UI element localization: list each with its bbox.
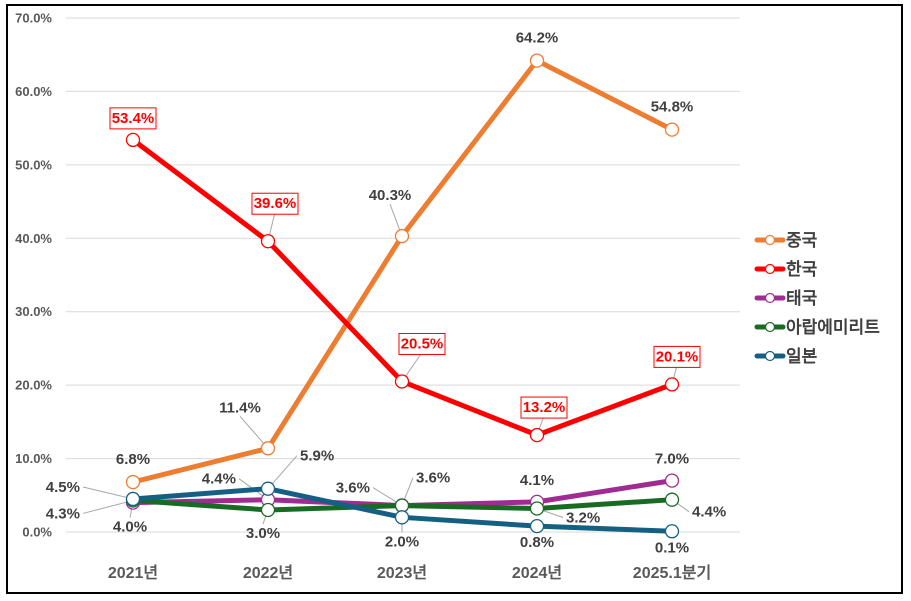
legend-item: 태국 <box>754 289 818 308</box>
data-label: 64.2% <box>516 30 559 47</box>
data-point-marker <box>260 502 276 518</box>
data-label: 4.4% <box>202 471 236 488</box>
data-label: 53.4% <box>112 110 155 127</box>
data-label: 20.1% <box>656 348 699 365</box>
data-label: 5.9% <box>300 448 334 465</box>
legend-label: 태국 <box>786 289 818 308</box>
data-label: 7.0% <box>655 451 689 468</box>
series-line-한국 <box>130 137 675 438</box>
legend-marker-icon <box>764 321 776 333</box>
x-axis-ticks: 2021년 2022년 2023년 2024년 2025.1분기 <box>108 563 711 582</box>
legend-item: 한국 <box>754 260 818 279</box>
label-leader-line <box>82 486 134 500</box>
data-label: 13.2% <box>523 399 566 416</box>
data-labels: 6.8% 11.4% 40.3% 64.2% 54.8% 53.4% 39.6% 20.5% 1… <box>46 30 726 557</box>
legend-marker-icon <box>764 292 776 304</box>
data-label: 3.0% <box>246 525 280 542</box>
data-point-marker <box>260 441 276 456</box>
legend-marker-icon <box>764 263 776 275</box>
data-label-box <box>398 332 446 355</box>
data-label: 4.4% <box>692 504 726 521</box>
data-point-marker <box>260 481 276 496</box>
data-label: 3.6% <box>336 480 370 497</box>
data-point-marker <box>529 53 545 68</box>
x-tick-label: 2023년 <box>377 563 427 582</box>
label-leader-line <box>82 499 134 514</box>
data-point-marker <box>125 132 141 148</box>
data-label: 39.6% <box>254 195 297 212</box>
data-point-marker <box>260 234 276 249</box>
legend-marker-icon <box>764 234 776 246</box>
series-markers <box>125 53 680 539</box>
y-tick-label: 30.0% <box>15 304 52 319</box>
legend-label: 한국 <box>786 260 818 279</box>
data-label: 0.8% <box>520 534 554 551</box>
data-label: 4.5% <box>46 479 80 496</box>
y-tick-label: 50.0% <box>15 157 52 172</box>
data-point-marker <box>529 501 545 516</box>
data-point-marker <box>664 524 680 539</box>
y-tick-label: 0.0% <box>22 525 52 540</box>
x-tick-label: 2024년 <box>512 563 562 582</box>
data-label: 40.3% <box>369 187 412 204</box>
legend-label: 중국 <box>786 231 818 250</box>
data-label: 4.1% <box>520 472 554 489</box>
legend-item: 중국 <box>754 231 818 250</box>
data-label: 3.6% <box>416 470 450 487</box>
data-point-marker <box>529 427 545 443</box>
data-label: 2.0% <box>385 533 419 550</box>
data-point-marker <box>394 374 410 389</box>
data-point-marker <box>125 474 141 490</box>
series-line-중국 <box>130 58 675 485</box>
data-point-marker <box>664 473 680 488</box>
data-label: 20.5% <box>401 335 444 352</box>
data-point-marker <box>664 377 680 392</box>
gridlines <box>66 17 740 533</box>
data-label: 11.4% <box>219 399 261 416</box>
data-label: 6.8% <box>116 451 150 468</box>
legend-label: 일본 <box>786 347 818 366</box>
legend-label: 아랍에미리트 <box>786 318 880 337</box>
x-tick-label: 2021년 <box>108 563 158 582</box>
legend-item: 아랍에미리트 <box>754 318 880 337</box>
y-tick-label: 70.0% <box>15 11 52 26</box>
y-tick-label: 20.0% <box>15 378 52 393</box>
y-axis-ticks: 0.0% 10.0% 20.0% 30.0% 40.0% 50.0% 60.0% 70.0% <box>15 11 52 540</box>
data-label: 0.1% <box>655 539 689 556</box>
data-label-box <box>653 345 701 368</box>
data-label: 4.3% <box>46 505 80 522</box>
data-point-marker <box>394 498 410 513</box>
data-point-marker <box>664 492 680 507</box>
data-label: 54.8% <box>651 99 694 116</box>
label-leader-line <box>267 455 298 490</box>
x-tick-label: 2025.1분기 <box>633 564 711 582</box>
legend-marker-icon <box>764 350 776 362</box>
data-point-marker <box>394 228 410 244</box>
data-point-marker <box>529 518 545 534</box>
x-tick-label: 2022년 <box>243 563 293 582</box>
y-tick-label: 40.0% <box>15 231 52 246</box>
data-point-marker <box>664 122 680 137</box>
series-lines <box>130 58 675 534</box>
data-point-marker <box>125 491 141 507</box>
data-label-box <box>109 107 157 130</box>
data-label: 3.2% <box>566 510 600 527</box>
data-label: 4.0% <box>113 519 147 536</box>
y-tick-label: 60.0% <box>15 84 52 99</box>
y-tick-label: 10.0% <box>15 451 52 466</box>
data-point-marker <box>394 510 410 525</box>
data-label-box <box>520 396 568 419</box>
data-label-box <box>251 192 299 215</box>
legend-item: 일본 <box>754 347 818 366</box>
